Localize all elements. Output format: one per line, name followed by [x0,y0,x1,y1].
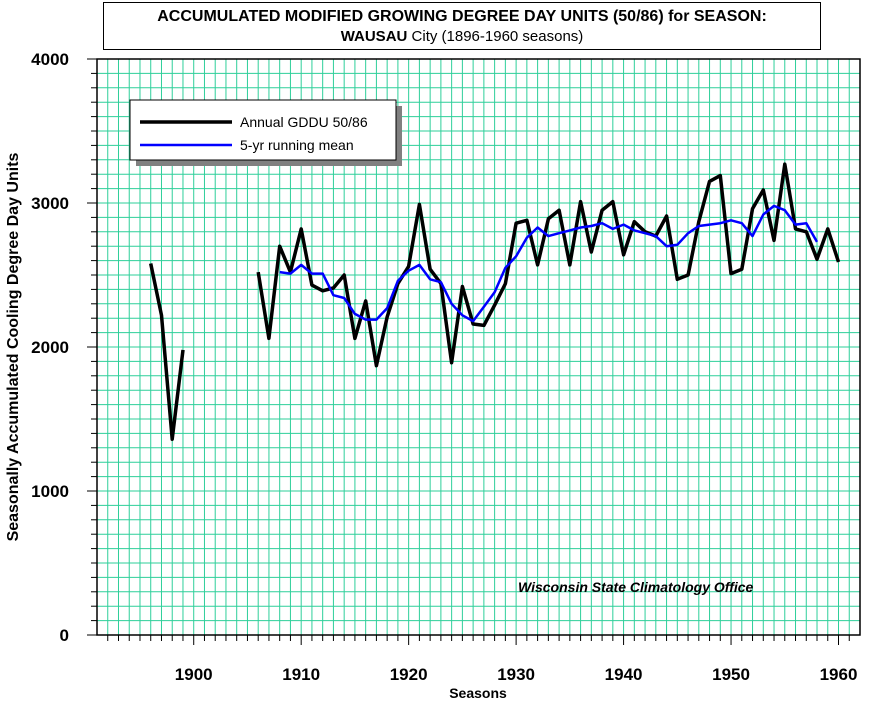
chart-subtitle-station: WAUSAU [340,28,408,45]
x-tick-label: 1910 [282,665,320,684]
chart-title-box: ACCUMULATED MODIFIED GROWING DEGREE DAY … [103,2,821,50]
x-tick-labels: 1900 1910 1920 1930 1940 1950 1960 [175,665,858,684]
legend-label-annual: Annual GDDU 50/86 [240,114,368,130]
y-tick-label: 1000 [31,482,69,501]
series-line-running-mean [279,204,819,323]
y-tick-label: 2000 [31,338,69,357]
chart-title: ACCUMULATED MODIFIED GROWING DEGREE DAY … [157,8,767,25]
series-lines [148,162,841,441]
x-tick-label: 1900 [175,665,213,684]
x-tick-label: 1960 [820,665,858,684]
x-tick-label: 1950 [712,665,750,684]
x-axis-title: Seasons [449,685,507,701]
x-tick-label: 1930 [497,665,535,684]
y-tick-labels: 0 1000 2000 3000 4000 [31,50,69,645]
credit-annotation: Wisconsin State Climatology Office [518,579,754,595]
x-tick-label: 1920 [390,665,428,684]
y-tick-label: 0 [60,626,69,645]
chart-subtitle: WAUSAU City (1896-1960 seasons) [104,27,820,47]
chart-subtitle-range: City (1896-1960 seasons) [407,28,584,45]
axis-ticks [87,58,850,645]
y-axis-title: Seasonally Accumulated Cooling Degree Da… [5,152,22,541]
legend-box [129,99,397,161]
y-tick-label: 4000 [31,50,69,69]
legend: Annual GDDU 50/86 5-yr running mean [129,99,402,166]
legend-label-running-mean: 5-yr running mean [240,137,354,153]
x-tick-label: 1940 [605,665,643,684]
series-line-annual [148,263,185,441]
series-line-annual [256,162,841,368]
y-tick-label: 3000 [31,194,69,213]
plot-frame [96,58,861,636]
